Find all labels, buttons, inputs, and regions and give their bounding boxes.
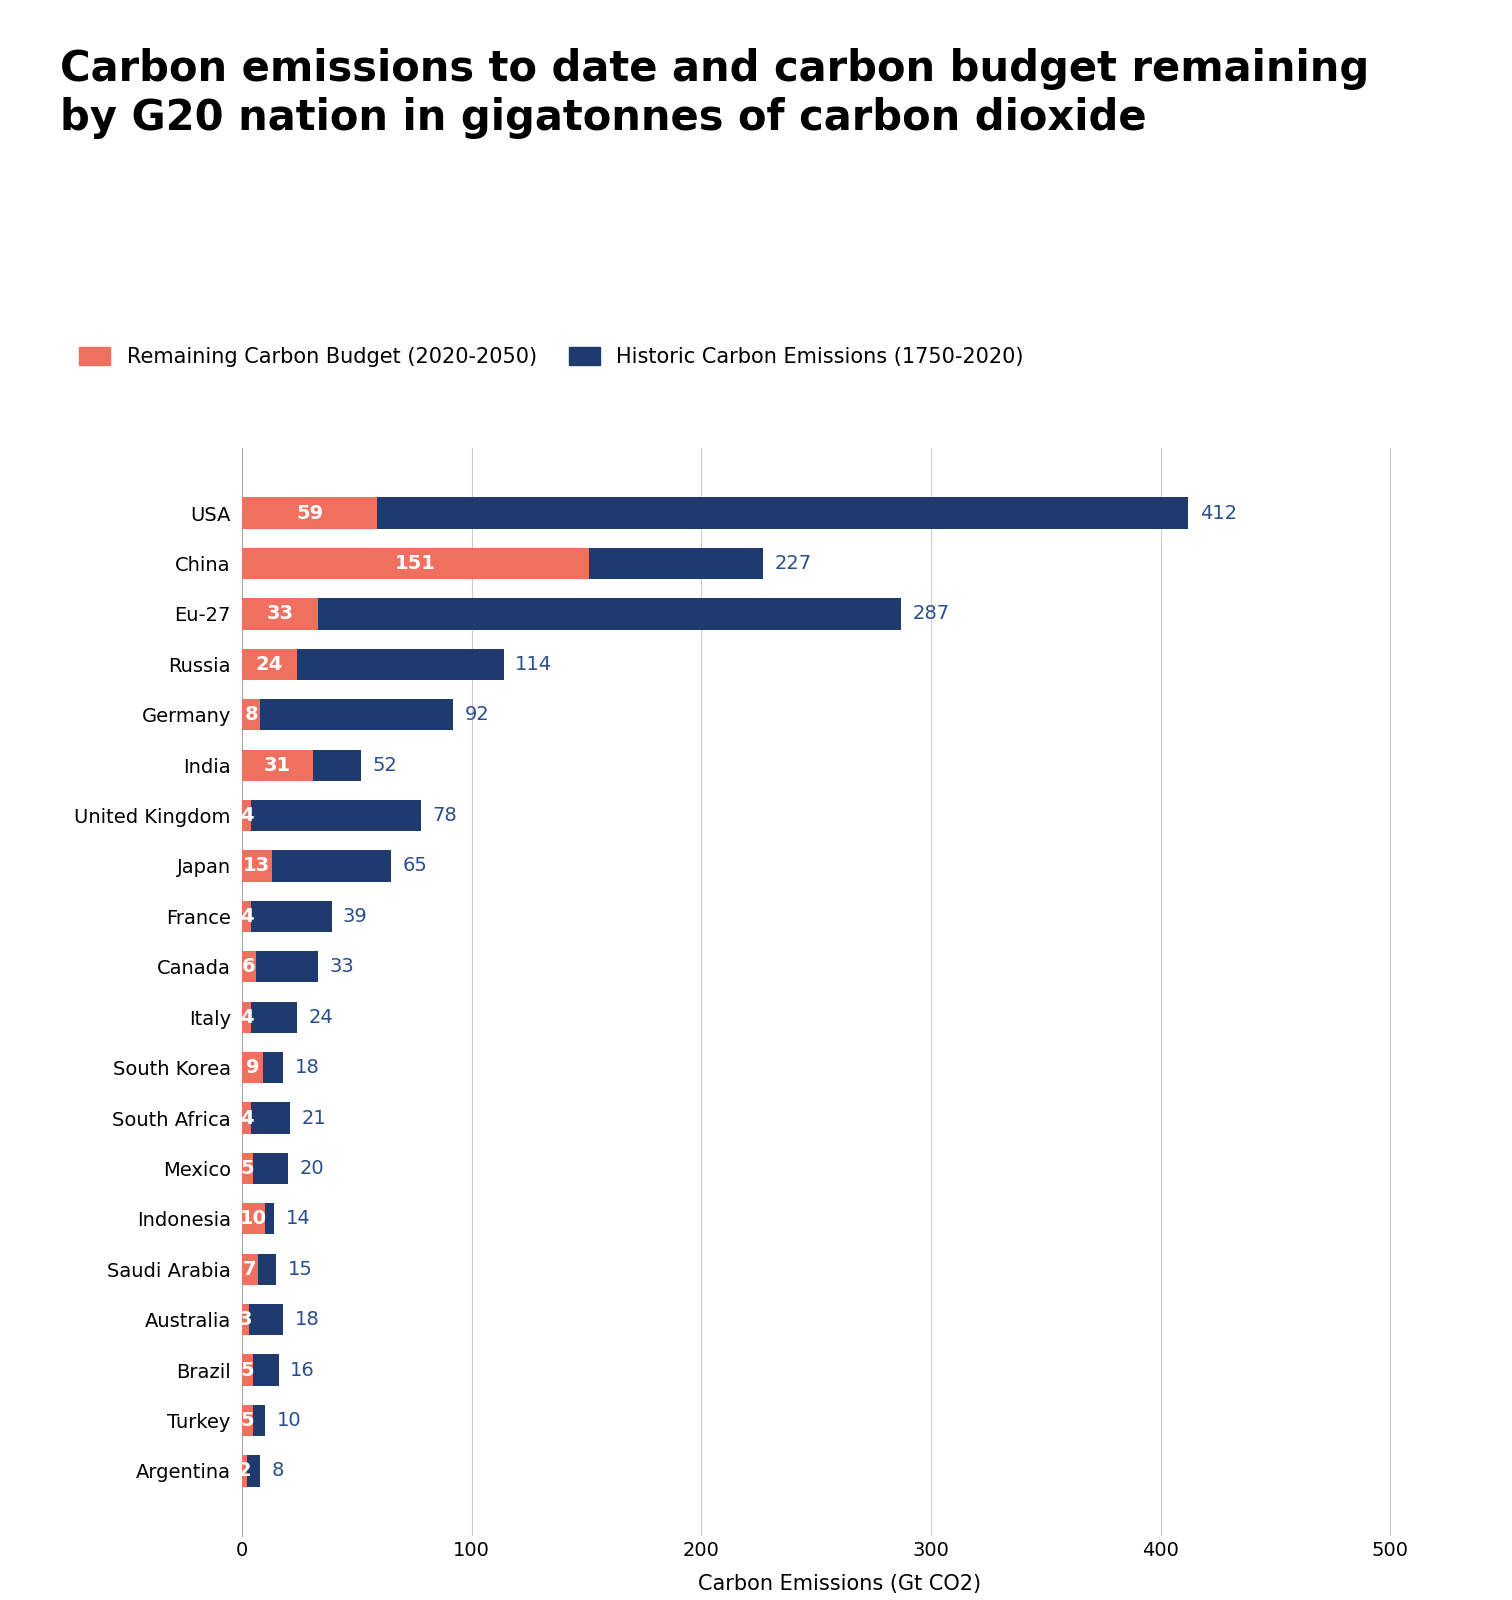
Bar <box>242 1355 254 1386</box>
Bar <box>242 749 313 781</box>
Text: 65: 65 <box>402 856 428 875</box>
Text: 59: 59 <box>296 504 324 523</box>
Text: 5: 5 <box>240 1360 254 1379</box>
Bar <box>242 1456 246 1486</box>
Text: 33: 33 <box>266 605 293 624</box>
Bar <box>242 498 1188 528</box>
Bar <box>242 800 420 830</box>
Text: 52: 52 <box>373 755 398 774</box>
Text: 10: 10 <box>240 1210 268 1229</box>
Text: 33: 33 <box>330 957 354 976</box>
Bar <box>242 1456 260 1486</box>
Bar <box>242 1203 265 1235</box>
Text: 4: 4 <box>240 907 254 926</box>
Bar <box>242 1051 283 1083</box>
Bar <box>242 1254 277 1285</box>
Text: 3: 3 <box>239 1310 253 1330</box>
Bar <box>242 498 378 528</box>
Text: 15: 15 <box>287 1259 313 1278</box>
Text: 16: 16 <box>290 1360 314 1379</box>
Text: 4: 4 <box>240 1008 254 1027</box>
Text: 2: 2 <box>237 1461 251 1480</box>
Bar <box>242 1102 251 1134</box>
Bar <box>242 1304 283 1336</box>
Bar <box>242 800 251 830</box>
Bar <box>242 1154 254 1184</box>
Bar <box>242 1102 290 1134</box>
Bar <box>242 1203 274 1235</box>
Bar <box>242 850 272 882</box>
Text: 78: 78 <box>432 806 457 826</box>
Text: 114: 114 <box>516 654 552 674</box>
Text: 21: 21 <box>301 1109 327 1128</box>
Legend: Remaining Carbon Budget (2020-2050), Historic Carbon Emissions (1750-2020): Remaining Carbon Budget (2020-2050), His… <box>71 339 1033 376</box>
Bar <box>242 1154 287 1184</box>
Text: 20: 20 <box>299 1158 324 1178</box>
Text: 7: 7 <box>243 1259 257 1278</box>
Text: 13: 13 <box>243 856 271 875</box>
Bar <box>242 1405 254 1437</box>
Text: 287: 287 <box>913 605 950 624</box>
Text: Carbon emissions to date and carbon budget remaining
by G20 nation in gigatonnes: Carbon emissions to date and carbon budg… <box>60 48 1370 139</box>
Text: 31: 31 <box>265 755 292 774</box>
Text: 151: 151 <box>395 554 435 573</box>
Bar <box>242 749 361 781</box>
Text: 5: 5 <box>240 1411 254 1430</box>
Bar <box>242 598 318 629</box>
Text: 10: 10 <box>277 1411 301 1430</box>
Bar <box>242 1002 251 1034</box>
Bar <box>242 901 331 933</box>
Bar <box>242 1051 263 1083</box>
Text: 24: 24 <box>256 654 283 674</box>
Text: 5: 5 <box>240 1158 254 1178</box>
Text: 24: 24 <box>308 1008 333 1027</box>
Text: 227: 227 <box>774 554 812 573</box>
Bar <box>242 1405 265 1437</box>
Bar <box>242 547 588 579</box>
Text: 8: 8 <box>272 1461 284 1480</box>
Bar <box>242 699 260 730</box>
Bar <box>242 950 256 982</box>
Bar <box>242 547 764 579</box>
Bar <box>242 648 503 680</box>
Bar <box>242 1304 249 1336</box>
Text: 18: 18 <box>295 1310 319 1330</box>
Text: 4: 4 <box>240 1109 254 1128</box>
Bar <box>242 850 392 882</box>
Bar <box>242 699 454 730</box>
Text: 14: 14 <box>286 1210 310 1229</box>
Bar <box>242 1355 278 1386</box>
Text: 92: 92 <box>464 706 490 725</box>
Bar <box>242 901 251 933</box>
Bar <box>242 598 901 629</box>
X-axis label: Carbon Emissions (Gt CO2): Carbon Emissions (Gt CO2) <box>697 1574 981 1594</box>
Text: 412: 412 <box>1201 504 1237 523</box>
Bar <box>242 1002 296 1034</box>
Text: 9: 9 <box>245 1058 259 1077</box>
Bar <box>242 1254 259 1285</box>
Text: 18: 18 <box>295 1058 319 1077</box>
Text: 8: 8 <box>245 706 259 725</box>
Text: 4: 4 <box>240 806 254 826</box>
Bar <box>242 648 296 680</box>
Text: 39: 39 <box>343 907 367 926</box>
Bar <box>242 950 318 982</box>
Text: 6: 6 <box>242 957 256 976</box>
